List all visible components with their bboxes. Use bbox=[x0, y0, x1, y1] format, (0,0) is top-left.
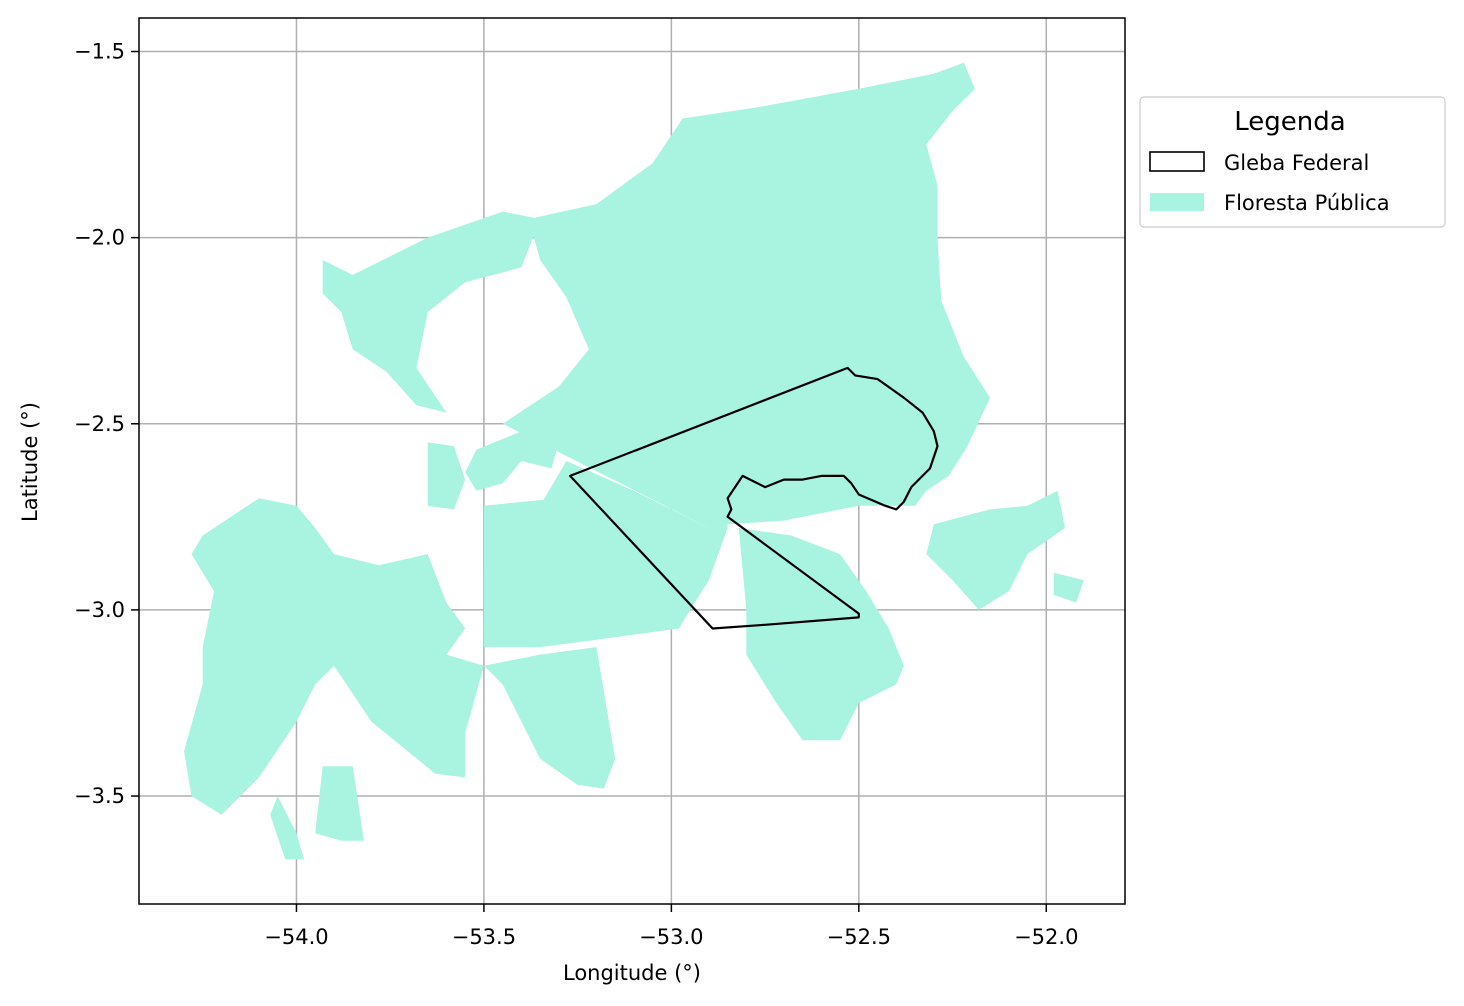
floresta-publica-polygon-3 bbox=[465, 431, 559, 491]
floresta-publica-polygon-6 bbox=[315, 766, 364, 841]
x-axis-label: Longitude (°) bbox=[563, 961, 701, 985]
legend: Legenda Gleba Federal Floresta Pública bbox=[1139, 96, 1446, 228]
legend-swatch-floresta-publica bbox=[1150, 193, 1204, 211]
axis-ticks: −54.0 −53.5 −53.0 −52.5 −52.0 −1.5 −2.0 −2.5 −3.… bbox=[74, 40, 1078, 949]
floresta-publica-polygon-9 bbox=[738, 528, 904, 741]
gleba-federal-layer bbox=[569, 366, 939, 630]
legend-swatch-gleba-federal bbox=[1149, 151, 1205, 172]
floresta-publica-polygon-0 bbox=[502, 62, 990, 528]
plot-frame bbox=[138, 17, 1126, 905]
x-tick-label-3: −52.5 bbox=[827, 925, 891, 949]
x-tick-label-0: −54.0 bbox=[264, 925, 328, 949]
y-tick-label-0: −1.5 bbox=[74, 40, 125, 64]
floresta-publica-layer bbox=[184, 62, 1084, 860]
legend-label-gleba-federal: Gleba Federal bbox=[1224, 151, 1369, 175]
floresta-publica-polygon-2 bbox=[483, 490, 616, 648]
floresta-publica-polygon-7 bbox=[270, 796, 304, 860]
x-tick-label-2: −53.0 bbox=[639, 925, 703, 949]
y-tick-label-4: −3.5 bbox=[74, 784, 125, 808]
gleba-federal-polygon-0 bbox=[569, 366, 939, 630]
floresta-publica-polygon-10 bbox=[926, 490, 1065, 610]
legend-box bbox=[1139, 96, 1446, 228]
y-tick-label-1: −2.0 bbox=[74, 226, 125, 250]
x-tick-label-4: −52.0 bbox=[1014, 925, 1078, 949]
legend-label-floresta-publica: Floresta Pública bbox=[1224, 191, 1390, 215]
x-tick-label-1: −53.5 bbox=[452, 925, 516, 949]
y-tick-label-3: −3.0 bbox=[74, 598, 125, 622]
floresta-publica-polygon-11 bbox=[1053, 572, 1084, 603]
y-tick-label-2: −2.5 bbox=[74, 412, 125, 436]
legend-title: Legenda bbox=[1234, 107, 1345, 137]
floresta-publica-polygon-8 bbox=[322, 211, 541, 413]
y-axis-label: Latitude (°) bbox=[18, 402, 42, 522]
floresta-publica-polygon-5 bbox=[184, 498, 616, 815]
floresta-publica-polygon-4 bbox=[427, 442, 466, 510]
